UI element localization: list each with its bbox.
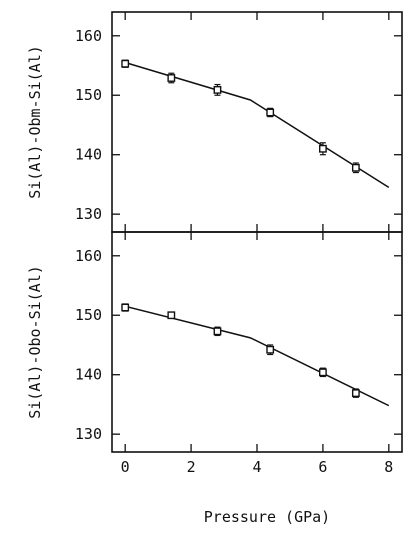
x-tick-label-4: 4 [252,458,261,476]
top-y-axis-label: Si(Al)-Obm-Si(Al) [26,45,44,199]
bottom-y-tick-label-130: 130 [75,425,102,443]
top-data-points [121,59,360,174]
top-y-tick-label-150: 150 [75,86,102,104]
bottom-marker-5 [351,389,360,398]
bottom-marker-1 [167,311,176,320]
top-point-4 [319,142,327,156]
bottom-point-3 [266,344,275,356]
bottom-point-5 [351,388,360,398]
top-marker-4 [319,144,327,153]
bottom-fit-line [124,305,390,407]
bottom-point-2 [213,326,222,337]
top-marker-5 [351,163,360,172]
top-point-3 [266,107,275,118]
bottom-marker-2 [213,327,222,336]
top-point-0 [121,59,130,68]
x-tick-label-0: 0 [121,458,130,476]
top-point-5 [351,162,360,174]
top-marker-3 [266,108,275,117]
bottom-y-tick-label-140: 140 [75,366,102,384]
top-y-tick-label-130: 130 [75,205,102,223]
bottom-x-ticks: 0 2 4 6 8 [121,232,393,476]
top-x-ticks [124,12,390,232]
x-axis-label: Pressure (GPa) [204,508,330,526]
top-point-2 [213,83,222,96]
top-fit-line [124,61,390,189]
bottom-panel: 130 140 150 160 0 2 4 6 8 Si(Al)-Obo-Si(Al) Pre… [26,231,403,526]
top-y-ticks: 130 140 150 160 [75,27,402,223]
top-marker-2 [213,85,222,94]
top-marker-1 [167,74,176,82]
bottom-point-4 [319,367,327,378]
bottom-y-tick-label-160: 160 [75,247,102,265]
bottom-marker-4 [319,368,327,377]
bottom-y-tick-label-150: 150 [75,306,102,324]
bottom-y-ticks: 130 140 150 160 [75,247,402,443]
bottom-marker-0 [121,303,130,312]
x-tick-label-8: 8 [384,458,393,476]
bottom-marker-3 [266,345,275,354]
x-tick-label-2: 2 [187,458,196,476]
top-marker-0 [121,59,130,68]
bottom-point-0 [121,303,130,312]
top-y-tick-label-160: 160 [75,27,102,45]
bottom-data-points [121,303,360,398]
top-point-1 [167,72,176,84]
x-tick-label-6: 6 [318,458,327,476]
bottom-y-axis-label: Si(Al)-Obo-Si(Al) [26,265,44,419]
bottom-point-1 [167,311,176,320]
top-y-tick-label-140: 140 [75,146,102,164]
